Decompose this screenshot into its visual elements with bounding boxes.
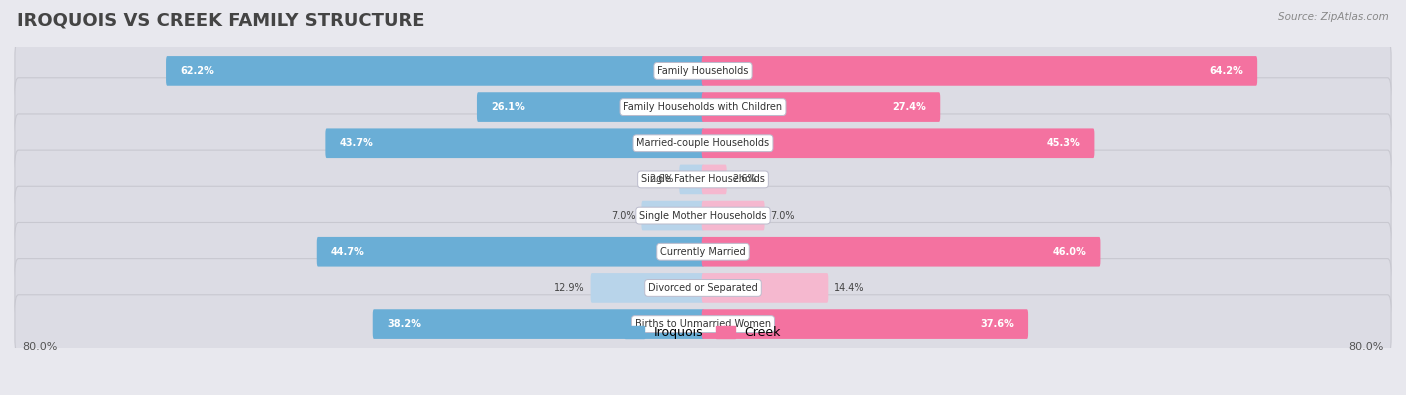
Text: 80.0%: 80.0% xyxy=(1348,342,1384,352)
FancyBboxPatch shape xyxy=(702,273,828,303)
FancyBboxPatch shape xyxy=(373,309,704,339)
Text: 37.6%: 37.6% xyxy=(980,319,1014,329)
Text: Married-couple Households: Married-couple Households xyxy=(637,138,769,148)
Text: Family Households with Children: Family Households with Children xyxy=(623,102,783,112)
Text: 43.7%: 43.7% xyxy=(340,138,374,148)
Text: 2.6%: 2.6% xyxy=(733,175,756,184)
Text: 2.6%: 2.6% xyxy=(650,175,673,184)
FancyBboxPatch shape xyxy=(641,201,704,230)
FancyBboxPatch shape xyxy=(702,201,765,230)
FancyBboxPatch shape xyxy=(15,78,1391,136)
FancyBboxPatch shape xyxy=(166,56,704,86)
FancyBboxPatch shape xyxy=(702,165,727,194)
FancyBboxPatch shape xyxy=(316,237,704,267)
Text: 38.2%: 38.2% xyxy=(387,319,420,329)
Text: 62.2%: 62.2% xyxy=(180,66,214,76)
FancyBboxPatch shape xyxy=(702,309,1028,339)
FancyBboxPatch shape xyxy=(591,273,704,303)
Text: 80.0%: 80.0% xyxy=(22,342,58,352)
Text: Currently Married: Currently Married xyxy=(661,247,745,257)
FancyBboxPatch shape xyxy=(15,222,1391,281)
FancyBboxPatch shape xyxy=(679,165,704,194)
FancyBboxPatch shape xyxy=(702,128,1094,158)
Text: Divorced or Separated: Divorced or Separated xyxy=(648,283,758,293)
Text: 7.0%: 7.0% xyxy=(770,211,794,220)
Text: IROQUOIS VS CREEK FAMILY STRUCTURE: IROQUOIS VS CREEK FAMILY STRUCTURE xyxy=(17,12,425,30)
FancyBboxPatch shape xyxy=(15,150,1391,209)
FancyBboxPatch shape xyxy=(702,92,941,122)
FancyBboxPatch shape xyxy=(325,128,704,158)
Text: Single Father Households: Single Father Households xyxy=(641,175,765,184)
FancyBboxPatch shape xyxy=(15,114,1391,173)
Text: 64.2%: 64.2% xyxy=(1209,66,1243,76)
FancyBboxPatch shape xyxy=(15,41,1391,100)
Legend: Iroquois, Creek: Iroquois, Creek xyxy=(620,322,786,344)
Text: Single Mother Households: Single Mother Households xyxy=(640,211,766,220)
FancyBboxPatch shape xyxy=(477,92,704,122)
FancyBboxPatch shape xyxy=(15,295,1391,354)
Text: Births to Unmarried Women: Births to Unmarried Women xyxy=(636,319,770,329)
FancyBboxPatch shape xyxy=(15,186,1391,245)
Text: 12.9%: 12.9% xyxy=(554,283,585,293)
Text: Family Households: Family Households xyxy=(658,66,748,76)
Text: 27.4%: 27.4% xyxy=(893,102,927,112)
Text: 14.4%: 14.4% xyxy=(834,283,865,293)
FancyBboxPatch shape xyxy=(702,237,1101,267)
Text: 7.0%: 7.0% xyxy=(612,211,636,220)
Text: Source: ZipAtlas.com: Source: ZipAtlas.com xyxy=(1278,12,1389,22)
Text: 46.0%: 46.0% xyxy=(1053,247,1087,257)
Text: 45.3%: 45.3% xyxy=(1046,138,1080,148)
Text: 26.1%: 26.1% xyxy=(491,102,524,112)
FancyBboxPatch shape xyxy=(15,259,1391,317)
Text: 44.7%: 44.7% xyxy=(330,247,364,257)
FancyBboxPatch shape xyxy=(702,56,1257,86)
